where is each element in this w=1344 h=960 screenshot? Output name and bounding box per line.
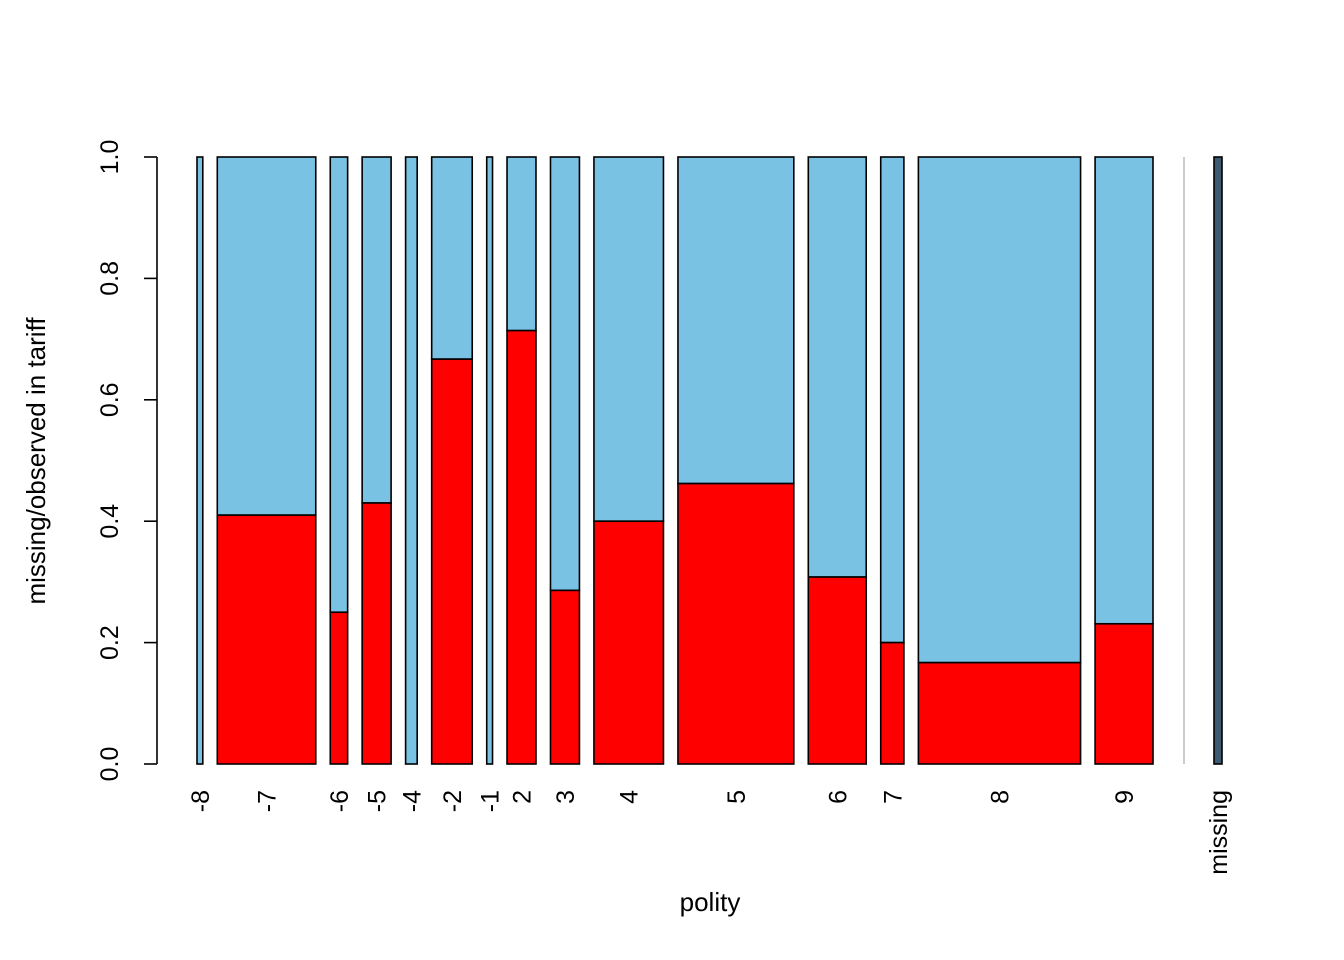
x-tick-label: -4: [398, 790, 426, 812]
y-axis-title: missing/observed in tariff: [21, 317, 51, 605]
y-tick-label: 0.0: [96, 747, 124, 782]
x-tick-label: 7: [879, 790, 907, 804]
bars: [196, 156, 1223, 765]
x-tick-label: -7: [254, 790, 282, 812]
x-tick-label: -8: [187, 790, 215, 812]
bar-missing-category: [1213, 156, 1223, 765]
bar-observed-segment: [329, 156, 349, 614]
bar-observed-segment: [549, 156, 581, 592]
bar-missing-segment: [807, 576, 868, 765]
bar-observed-segment: [593, 156, 665, 523]
x-tick-label: 3: [552, 790, 580, 804]
bar-missing-segment: [677, 482, 795, 765]
x-tick-label: 5: [723, 790, 751, 804]
bar-observed-segment: [361, 156, 392, 504]
bar-missing-segment: [506, 329, 537, 765]
bar-observed-segment: [485, 156, 494, 765]
x-axis-title: polity: [680, 887, 741, 917]
bar-observed-segment: [506, 156, 537, 332]
x-tick-labels: -8 -7 -6 -5 -4 -2 -1 2 3 4 5 6 7 8 9 missing: [187, 790, 1233, 875]
bar-missing-segment: [879, 641, 905, 765]
bar-missing-segment: [361, 502, 392, 765]
bar-observed-segment: [216, 156, 317, 516]
y-tick-label: 0.6: [96, 382, 124, 417]
y-axis: 0.0 0.2 0.4 0.6 0.8 1.0: [96, 140, 158, 782]
x-tick-label: 6: [824, 790, 852, 804]
bar-missing-segment: [1094, 622, 1154, 765]
bar-missing-segment: [430, 358, 474, 765]
y-tick-label: 0.4: [96, 504, 124, 539]
y-tick-label: 0.8: [96, 261, 124, 296]
x-tick-label: missing: [1205, 790, 1233, 875]
x-tick-label: 8: [986, 790, 1014, 804]
x-tick-label: -2: [439, 790, 467, 812]
bar-observed-segment: [917, 156, 1082, 664]
bar-missing-segment: [216, 514, 317, 765]
bar-observed-segment: [404, 156, 418, 765]
x-tick-label: -1: [477, 790, 505, 812]
x-tick-label: 2: [509, 790, 537, 804]
x-tick-label: -5: [364, 790, 392, 812]
bar-missing-segment: [593, 520, 665, 765]
x-tick-label: -6: [326, 790, 354, 812]
bar-observed-segment: [879, 156, 905, 644]
bar-observed-segment: [1094, 156, 1154, 625]
bar-observed-segment: [430, 156, 474, 360]
y-tick-label: 1.0: [96, 140, 124, 175]
bar-observed-segment: [677, 156, 795, 485]
bar-observed-segment: [196, 156, 204, 765]
bar-observed-segment: [807, 156, 868, 578]
bar-missing-segment: [917, 661, 1082, 765]
x-tick-label: 4: [616, 790, 644, 804]
bar-missing-segment: [549, 589, 581, 765]
x-tick-label: 9: [1111, 790, 1139, 804]
y-tick-label: 0.2: [96, 625, 124, 660]
bar-missing-segment: [329, 611, 349, 765]
